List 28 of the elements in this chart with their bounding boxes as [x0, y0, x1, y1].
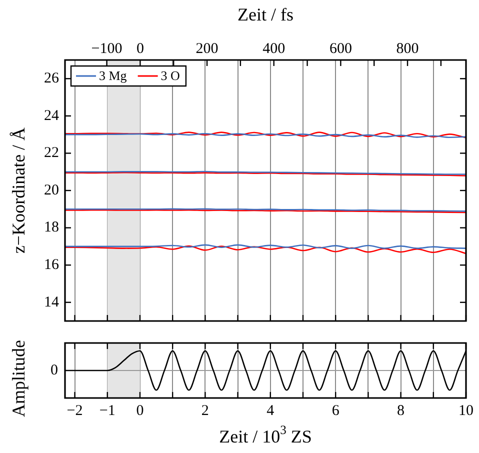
x2-tick-label: 600	[329, 40, 352, 57]
y-tick-label: 16	[44, 257, 60, 274]
legend-label: 3 O	[160, 68, 180, 83]
legend-label: 3 Mg	[99, 68, 128, 83]
y-tick-label: 18	[44, 220, 59, 236]
x2-tick-label: 400	[262, 40, 286, 57]
line-series	[65, 245, 466, 254]
x-tick-label: 8	[397, 402, 405, 419]
y-axis-title: Amplitude	[8, 340, 29, 417]
x2-tick-label: 0	[136, 40, 144, 57]
x-tick-label: −1	[99, 402, 116, 419]
y-tick-label: 26	[44, 70, 60, 87]
x2-tick-label: −100	[91, 40, 122, 57]
y-tick-label: 14	[44, 294, 60, 310]
x2-axis-title: Zeit / fs	[238, 4, 294, 25]
x-tick-label: −2	[66, 402, 83, 419]
x-tick-label: 6	[332, 402, 340, 419]
ref-line-label: 0	[50, 362, 58, 378]
y-tick-label: 24	[44, 108, 60, 124]
x-tick-label: 10	[458, 402, 474, 419]
x2-tick-label: 800	[396, 40, 419, 57]
x2-tick-label: 200	[196, 40, 218, 57]
x-tick-label: 2	[201, 402, 209, 419]
y-axis-title: z−Koordinate / Å	[8, 127, 29, 254]
x-tick-label: 4	[266, 402, 275, 419]
y-tick-label: 20	[44, 182, 59, 198]
y-tick-label: 22	[44, 145, 59, 162]
x-tick-label: 0	[136, 402, 144, 419]
